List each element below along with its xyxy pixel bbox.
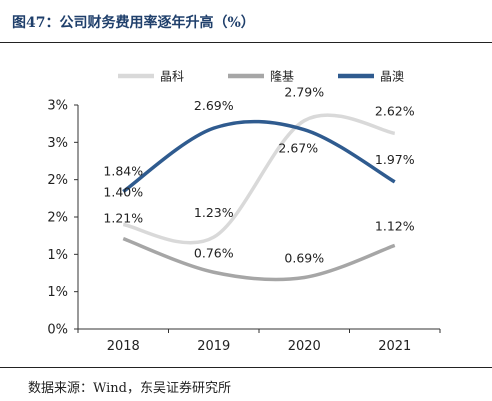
chart-series-lines: [122, 113, 396, 282]
chart-data-labels: 1.40% 1.23% 2.79% 2.62% 1.21% 0.76% 0.69% 1.12%…: [103, 85, 414, 266]
series-line: [122, 113, 396, 245]
data-label: 1.23%: [194, 205, 234, 220]
x-tick-label: 2021: [378, 339, 411, 354]
y-tick-label: 0%: [47, 323, 68, 338]
y-tick-label: 2%: [47, 211, 68, 226]
data-label: 2.79%: [284, 85, 324, 100]
x-tick-label: 2018: [107, 339, 140, 354]
chart-legend: 晶科 隆基 晶澳: [118, 69, 404, 84]
y-tick-label: 3%: [47, 136, 68, 151]
figure-title: 图47：公司财务费用率逐年升高（%）: [12, 15, 255, 31]
data-label: 1.12%: [375, 218, 415, 233]
x-tick-label: 2020: [288, 339, 321, 354]
bottom-rule: [0, 367, 492, 368]
y-tick-label: 3%: [47, 99, 68, 114]
legend-label: 晶澳: [380, 70, 404, 84]
chart-axes: 0% 1% 1% 2% 2% 3% 3% 2018 2019 2020 2021: [47, 99, 441, 354]
data-label: 1.84%: [103, 164, 143, 179]
data-label: 0.69%: [284, 250, 324, 265]
legend-label: 隆基: [270, 69, 294, 84]
data-label: 0.76%: [194, 245, 234, 260]
data-label: 1.21%: [103, 211, 143, 226]
series-line: [122, 119, 396, 194]
y-tick-label: 2%: [47, 173, 68, 188]
data-label: 1.97%: [375, 152, 415, 167]
data-label: 1.40%: [103, 184, 143, 199]
data-label: 2.62%: [375, 103, 415, 118]
x-tick-label: 2019: [197, 339, 230, 354]
series-line: [122, 237, 396, 282]
legend-label: 晶科: [160, 70, 184, 84]
data-label: 2.67%: [278, 141, 318, 156]
y-tick-label: 1%: [47, 285, 68, 300]
source-note: 数据来源：Wind，东吴证券研究所: [28, 381, 231, 396]
y-tick-label: 1%: [47, 248, 68, 263]
top-rule: [0, 42, 492, 43]
data-label: 2.69%: [194, 98, 234, 113]
